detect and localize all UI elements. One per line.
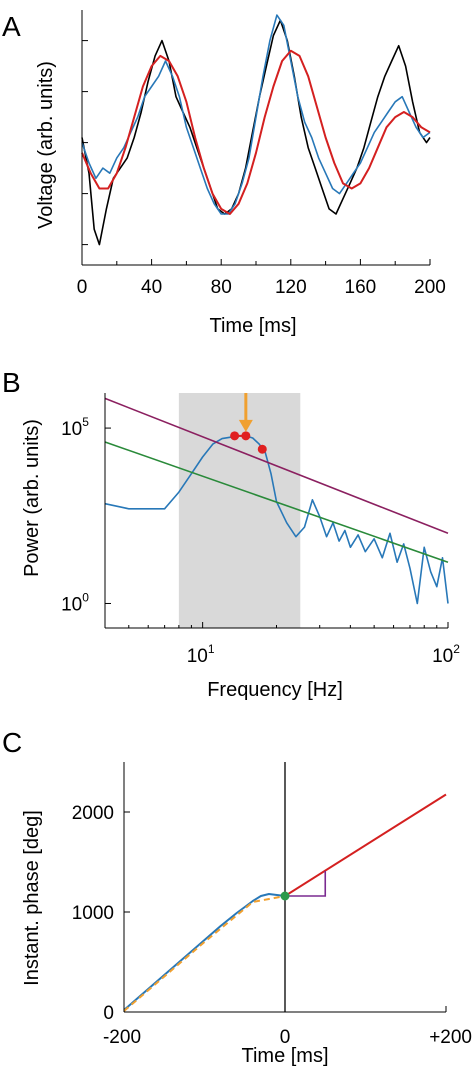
panel-c-axes: 0 1000 2000 -200 0 +200 [72,762,472,1048]
panel-b: B 101 102 100 105 Frequency [Hz] Power (arb… [2,367,460,701]
panel-a-xlabel: Time [ms] [209,315,296,337]
x-tick-label: 160 [345,277,377,298]
x-tick-label: -200 [103,1027,141,1048]
y-tick-label: 2000 [72,803,114,824]
power-line-1 [104,435,449,605]
panel-c-xlabel: Time [ms] [241,1045,328,1067]
x-tick-label: 40 [141,277,162,298]
panel-a-axes: 0 40 80 120 160 200 [77,10,446,298]
panel-letter-a: A [2,11,21,42]
x-tick-label: 120 [275,277,307,298]
peak-arrow-head [238,419,253,432]
panel-a-plot-area [81,14,431,246]
x-tick-label: 0 [280,1027,291,1048]
x-tick-label: +200 [429,1027,472,1048]
phase-point [280,891,290,901]
phase-line-2 [123,895,286,1012]
panel-c: C 0 1000 2000 -200 0 +200 Time [ms] Instant. … [2,727,472,1067]
y-tick-label: 1000 [72,903,114,924]
y-tick-label: 100 [61,590,89,615]
panel-b-axes: 101 102 100 105 [61,393,460,667]
y-tick-label: 0 [103,1003,114,1024]
x-tick-label: 101 [187,642,215,667]
voltage-trace-2 [81,14,431,215]
x-tick-label: 80 [211,277,232,298]
power-line-2 [104,397,449,535]
panel-a-ylabel: Voltage (arb. units) [35,61,57,229]
panel-letter-b: B [2,367,21,398]
x-tick-label: 102 [432,642,460,667]
panel-letter-c: C [2,727,22,758]
panel-b-plot-area [104,393,449,628]
frequency-band [178,393,301,628]
y-tick-label: 105 [61,415,89,440]
panel-c-ylabel: Instant. phase [deg] [21,810,43,986]
panel-c-plot-area [123,762,447,1012]
panel-b-xlabel: Frequency [Hz] [207,679,343,701]
x-tick-label: 200 [414,277,446,298]
slope-triangle [285,871,327,897]
voltage-trace-3 [81,49,431,215]
panel-a: A 0 40 80 120 160 200 Time [ms] Voltage (arb.… [2,10,446,337]
x-tick-label: 0 [77,277,88,298]
peak-marker [257,444,267,454]
voltage-trace-1 [81,19,431,246]
panel-b-ylabel: Power (arb. units) [21,419,43,577]
power-line-3 [104,441,449,563]
phase-line-3 [284,793,447,897]
phase-line-1 [123,893,286,1011]
